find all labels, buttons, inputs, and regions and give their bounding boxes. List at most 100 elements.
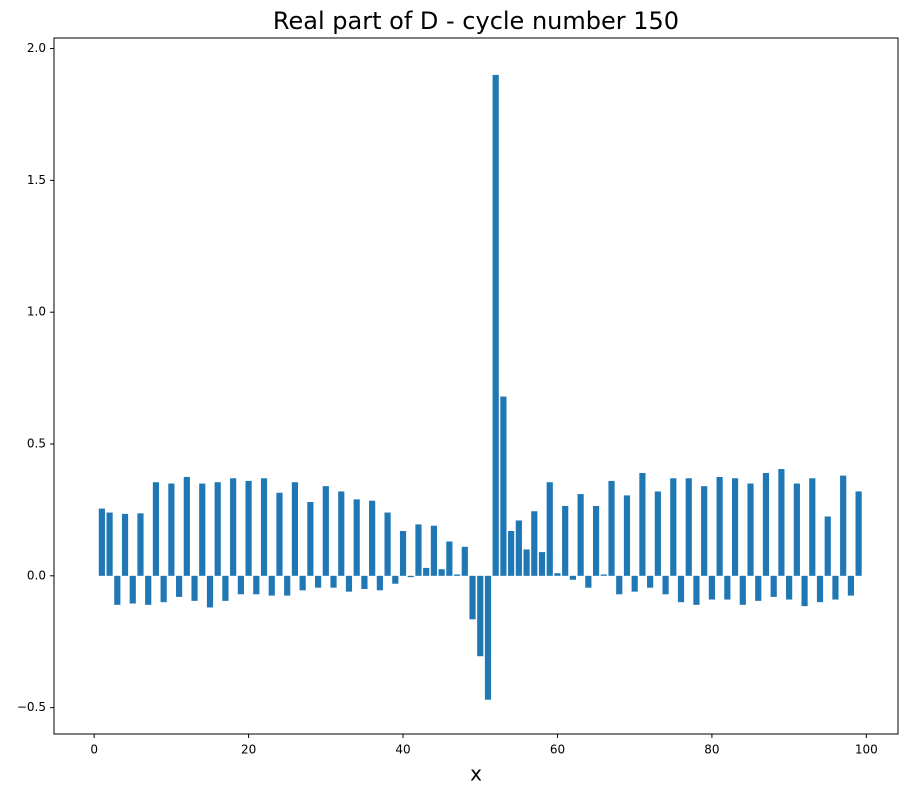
bar (647, 575, 654, 588)
bar (376, 575, 383, 591)
bar (731, 478, 739, 576)
bar (484, 575, 492, 700)
bar (832, 575, 839, 600)
bar (739, 575, 746, 605)
bar (237, 575, 244, 595)
bar (670, 478, 677, 576)
bar (708, 575, 715, 600)
bar (230, 478, 237, 576)
bar (855, 491, 862, 576)
x-tick-label: 0 (90, 743, 98, 757)
bar (330, 575, 337, 588)
bar (585, 575, 592, 588)
bar (307, 502, 314, 576)
bar (538, 552, 546, 576)
bar (477, 575, 484, 657)
bar (631, 575, 638, 592)
bar (392, 575, 399, 584)
bar (500, 396, 507, 576)
bar (616, 575, 623, 595)
bar (345, 575, 353, 592)
bar (399, 531, 407, 576)
bar (253, 575, 260, 595)
bar (152, 482, 160, 576)
y-tick-label: 2.0 (27, 41, 46, 55)
bar (114, 575, 121, 605)
bar (191, 575, 198, 601)
bar (592, 505, 600, 576)
bar (608, 480, 615, 576)
bar (438, 569, 445, 576)
bar (724, 575, 731, 600)
plot-frame (53, 37, 899, 735)
bar (129, 575, 136, 604)
bar (816, 575, 824, 603)
x-tick-label: 100 (855, 743, 878, 757)
bar (762, 473, 770, 576)
bar (137, 513, 144, 576)
bar (361, 575, 368, 589)
bar (809, 478, 816, 576)
bar (284, 575, 291, 596)
bar (461, 546, 468, 576)
bar (824, 516, 831, 576)
bar (338, 491, 345, 576)
bar (407, 575, 414, 578)
bar (453, 574, 461, 576)
bar (145, 575, 152, 605)
bar (183, 476, 190, 576)
chart-title: Real part of D - cycle number 150 (273, 7, 679, 35)
bar (562, 505, 569, 576)
x-tick-label: 40 (395, 743, 410, 757)
bar (840, 475, 847, 576)
bar (214, 482, 221, 576)
y-tick-label: −0.5 (17, 700, 46, 714)
bar (531, 511, 538, 576)
bar (523, 549, 530, 576)
bar (716, 476, 723, 576)
x-tick-label: 20 (241, 743, 256, 757)
bar (369, 500, 376, 576)
bar (176, 575, 183, 597)
bar (770, 575, 777, 597)
bar (446, 541, 453, 576)
bar (793, 483, 800, 576)
bar (98, 508, 105, 576)
bar (199, 483, 206, 576)
bar (515, 520, 522, 576)
bar (662, 575, 669, 595)
bar (786, 575, 793, 600)
bar (268, 575, 275, 596)
bar (106, 512, 113, 576)
bar (222, 575, 229, 601)
bar (600, 574, 607, 576)
bar (291, 482, 299, 576)
x-tick-label: 80 (704, 743, 719, 757)
bar (654, 491, 661, 576)
bar (322, 486, 329, 576)
bar (168, 483, 175, 576)
bar (847, 575, 854, 596)
bar (546, 482, 553, 576)
bar (384, 512, 391, 576)
y-tick-label: 0.5 (27, 437, 46, 451)
bar (160, 575, 167, 603)
bar (701, 486, 708, 576)
bar (508, 531, 515, 576)
bar (430, 525, 438, 576)
y-tick-label: 1.0 (27, 305, 46, 319)
bar (755, 575, 762, 601)
x-tick-label: 60 (550, 743, 565, 757)
bar (747, 483, 754, 576)
bar (299, 575, 306, 591)
bar (801, 575, 808, 607)
x-axis-label: x (470, 762, 482, 786)
bar (276, 492, 283, 576)
bar (314, 575, 322, 588)
bar (423, 567, 430, 576)
bar (121, 513, 129, 576)
y-tick-label: 1.5 (27, 173, 46, 187)
bar (260, 478, 268, 576)
